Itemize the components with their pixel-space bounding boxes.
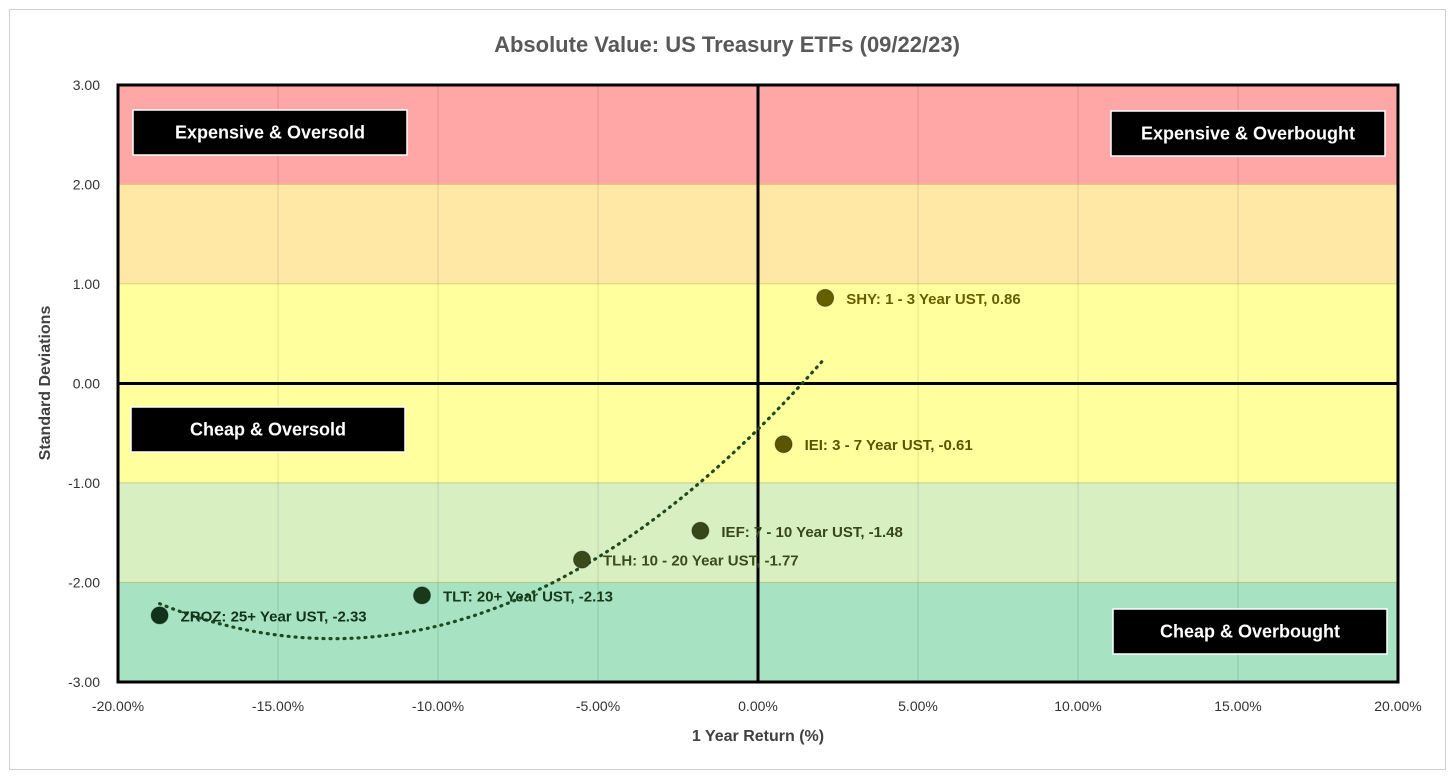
x-tick-label: -5.00% — [576, 698, 620, 714]
x-axis-title: 1 Year Return (%) — [692, 728, 824, 745]
data-point-group: TLH: 10 - 20 Year UST, -1.77 — [573, 550, 799, 570]
data-label: SHY: 1 - 3 Year UST, 0.86 — [846, 291, 1021, 308]
data-point-group: SHY: 1 - 3 Year UST, 0.86 — [816, 288, 1021, 308]
tick-labels: -20.00% -15.00% -10.00% -5.00% 0.00% 5.00% 10.… — [68, 77, 1422, 714]
quadrant-box — [1110, 110, 1386, 157]
x-tick-label: 0.00% — [738, 698, 778, 714]
y-tick-label: -3.00 — [68, 674, 100, 690]
x-tick-label: 10.00% — [1054, 698, 1101, 714]
chart-title: Absolute Value: US Treasury ETFs (09/22/… — [494, 32, 960, 57]
data-point — [774, 435, 793, 454]
center-axes — [116, 83, 1400, 684]
y-tick-label: 2.00 — [73, 177, 100, 193]
y-tick-label: 1.00 — [73, 276, 100, 292]
quadrant-label-top-right: Expensive & Overbought — [1110, 110, 1386, 157]
x-tick-label: 15.00% — [1214, 698, 1261, 714]
quadrant-text: Cheap & Oversold — [190, 420, 346, 440]
quadrant-labels: Expensive & Oversold Expensive & Overboug… — [130, 109, 1388, 655]
quadrant-label-middle-left: Cheap & Oversold — [130, 406, 406, 453]
y-tick-label: -2.00 — [68, 575, 100, 591]
x-tick-label: 20.00% — [1374, 698, 1421, 714]
quadrant-label-bottom-right: Cheap & Overbought — [1112, 608, 1388, 655]
data-point — [150, 606, 169, 625]
y-axis-title: Standard Deviations — [37, 306, 54, 461]
data-label: IEI: 3 - 7 Year UST, -0.61 — [805, 437, 973, 454]
data-point — [816, 288, 835, 307]
data-label: IEF: 7 - 10 Year UST, -1.48 — [721, 524, 902, 541]
data-point — [573, 550, 591, 569]
quadrant-box — [132, 109, 408, 156]
trendline — [158, 356, 827, 641]
y-tick-label: 0.00 — [73, 376, 100, 392]
quadrant-label-top-left: Expensive & Oversold — [132, 109, 408, 156]
y-tick-label: 3.00 — [73, 77, 100, 93]
data-label: TLT: 20+ Year UST, -2.13 — [443, 588, 613, 605]
quadrant-text: Expensive & Overbought — [1141, 124, 1355, 144]
x-tick-label: -15.00% — [252, 698, 304, 714]
data-points: SHY: 1 - 3 Year UST, 0.86 IEI: 3 - 7 Year… — [150, 288, 1021, 625]
data-point — [691, 521, 710, 540]
x-tick-label: -10.00% — [412, 698, 464, 714]
x-tick-label: -20.00% — [92, 698, 144, 714]
quadrant-box — [130, 406, 406, 453]
data-label: TLH: 10 - 20 Year UST, -1.77 — [603, 553, 799, 570]
x-tick-label: 5.00% — [898, 698, 938, 714]
data-point-group: TLT: 20+ Year UST, -2.13 — [413, 586, 613, 605]
data-point-group: ZROZ: 25+ Year UST, -2.33 — [150, 606, 367, 625]
quadrant-text: Expensive & Oversold — [175, 123, 365, 143]
data-point-group: IEF: 7 - 10 Year UST, -1.48 — [691, 521, 903, 541]
quadrant-box — [1112, 608, 1388, 655]
y-tick-label: -1.00 — [68, 475, 100, 491]
quadrant-text: Cheap & Overbought — [1160, 622, 1340, 642]
trendline-layer — [158, 356, 827, 641]
data-point — [413, 586, 431, 605]
data-label: ZROZ: 25+ Year UST, -2.33 — [181, 608, 367, 625]
data-point-group: IEI: 3 - 7 Year UST, -0.61 — [774, 435, 973, 454]
